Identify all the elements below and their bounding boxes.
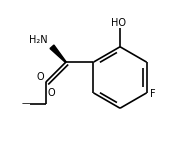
Text: F: F — [150, 89, 155, 99]
Text: O: O — [36, 72, 44, 82]
Text: HO: HO — [111, 18, 126, 28]
Text: —: — — [21, 99, 30, 108]
Polygon shape — [50, 45, 66, 62]
Text: H₂N: H₂N — [29, 35, 48, 45]
Text: O: O — [47, 88, 55, 98]
